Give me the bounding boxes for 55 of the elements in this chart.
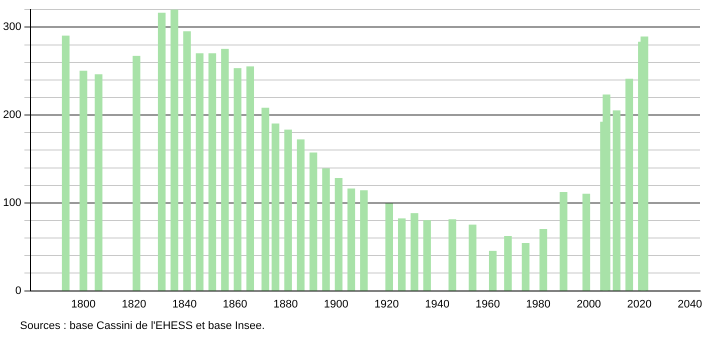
x-tick-label: 2000 <box>576 298 602 310</box>
bar <box>612 110 620 291</box>
bar <box>504 236 512 291</box>
bar <box>398 218 406 291</box>
bar <box>262 108 270 291</box>
bar <box>640 36 648 291</box>
bar <box>560 192 568 291</box>
x-tick-label: 1840 <box>172 298 197 310</box>
bar <box>582 194 590 291</box>
bar <box>94 74 102 291</box>
bar <box>272 124 280 291</box>
bar <box>468 224 476 291</box>
bar <box>448 219 456 291</box>
bar <box>602 94 610 291</box>
x-tick-label: 1980 <box>526 298 551 310</box>
bar <box>80 70 88 291</box>
bar <box>170 10 178 291</box>
y-tick-label: 200 <box>2 109 22 122</box>
y-tick-label: 100 <box>2 196 22 209</box>
x-tick-label: 1880 <box>273 298 298 310</box>
bar <box>310 152 318 291</box>
bar <box>221 48 229 291</box>
x-tick-label: 1820 <box>122 298 146 310</box>
bar <box>246 66 254 291</box>
bar <box>360 190 368 291</box>
bar <box>334 178 342 291</box>
x-tick-label: 1940 <box>424 298 450 310</box>
bar <box>625 78 634 291</box>
bar <box>62 36 70 291</box>
y-tick-label: 300 <box>2 21 22 34</box>
x-tick-label: 1960 <box>475 298 500 310</box>
bar <box>540 228 548 291</box>
x-tick-label: 1920 <box>374 298 399 310</box>
y-tick-label: 0 <box>15 284 22 297</box>
source-note: Sources : base Cassini de l'EHESS et base Insee. <box>20 320 265 332</box>
bar <box>284 130 292 291</box>
bar <box>385 203 394 291</box>
bar <box>158 12 166 291</box>
bar <box>296 139 305 291</box>
bar <box>410 213 418 291</box>
bar <box>423 220 431 291</box>
bar <box>196 53 204 291</box>
x-tick-label: 1800 <box>71 298 96 310</box>
bar <box>522 243 530 291</box>
x-tick-label: 1860 <box>222 298 248 310</box>
x-tick-label: 2040 <box>678 298 702 310</box>
x-tick-label: 2020 <box>627 298 652 310</box>
bar <box>488 250 497 291</box>
bar <box>183 31 191 291</box>
bar <box>132 56 140 291</box>
x-tick-label: 1900 <box>324 298 348 310</box>
bar <box>208 53 216 291</box>
bar <box>347 188 356 291</box>
bar <box>234 68 242 291</box>
bar <box>322 168 330 291</box>
